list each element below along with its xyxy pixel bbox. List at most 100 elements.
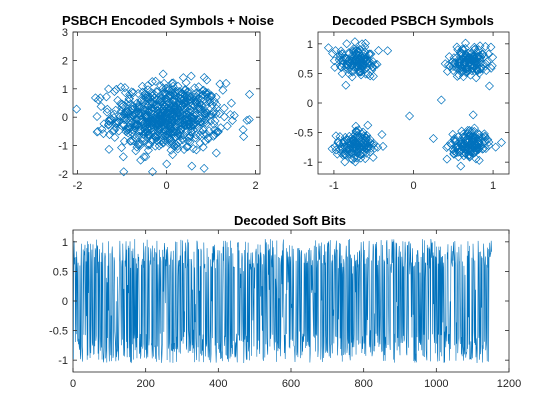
- x-tick-label: 600: [282, 378, 300, 390]
- scatter-point: [159, 106, 169, 116]
- scatter-point: [213, 127, 223, 137]
- x-tick-label: 0: [163, 180, 169, 192]
- scatter-point: [149, 89, 159, 99]
- scatter-point: [133, 88, 143, 98]
- scatter-point: [158, 83, 168, 93]
- scatter-point: [351, 143, 361, 153]
- scatter-point: [117, 99, 127, 109]
- scatter-point: [458, 141, 468, 151]
- scatter-point: [239, 132, 249, 142]
- scatter-point: [472, 144, 482, 154]
- scatter-point: [338, 53, 348, 63]
- scatter-point: [436, 95, 446, 105]
- scatter-point: [101, 92, 111, 102]
- scatter-point: [341, 80, 351, 90]
- scatter-point: [104, 144, 114, 154]
- scatter-point: [461, 38, 471, 48]
- scatter-point: [478, 144, 488, 154]
- scatter-point: [480, 41, 490, 51]
- scatter-point: [448, 61, 458, 71]
- scatter-point: [349, 59, 359, 69]
- scatter-point: [340, 157, 350, 167]
- scatter-point: [198, 125, 208, 135]
- scatter-point: [348, 46, 358, 56]
- scatter-point: [191, 133, 201, 143]
- scatter-point: [467, 66, 477, 76]
- scatter-point: [187, 127, 197, 137]
- scatter-point: [137, 81, 147, 91]
- scatter-point: [468, 134, 478, 143]
- scatter-point: [108, 126, 118, 136]
- x-tick-label: -2: [73, 180, 83, 192]
- scatter-point: [359, 65, 369, 75]
- scatter-point: [469, 123, 479, 133]
- scatter-point: [222, 121, 232, 131]
- scatter-point: [198, 129, 208, 139]
- scatter-point: [323, 43, 333, 53]
- plot-title: PSBCH Encoded Symbols + Noise: [62, 13, 274, 28]
- scatter-points: [72, 69, 254, 177]
- scatter-point: [166, 145, 176, 155]
- scatter-point: [143, 145, 153, 155]
- y-tick-label: 0: [62, 112, 68, 124]
- y-tick-label: 1: [62, 84, 68, 96]
- scatter-point: [134, 131, 144, 141]
- scatter-point: [449, 135, 459, 145]
- scatter-point: [191, 97, 201, 107]
- scatter-point: [167, 87, 177, 97]
- scatter-point: [209, 119, 219, 129]
- scatter-point: [469, 42, 479, 52]
- scatter-point: [196, 94, 206, 104]
- scatter-point: [488, 52, 498, 62]
- x-tick-label: 1200: [497, 378, 521, 390]
- scatter-point: [454, 147, 464, 157]
- scatter-point: [350, 37, 360, 47]
- scatter-point: [165, 128, 175, 138]
- x-tick-label: 0: [410, 180, 416, 192]
- scatter-point: [131, 114, 141, 124]
- scatter-point: [128, 104, 138, 114]
- scatter-point: [348, 131, 358, 141]
- scatter-point: [458, 49, 468, 59]
- y-tick-label: -0.5: [49, 326, 68, 338]
- scatter-points: [323, 37, 506, 171]
- scatter-point: [360, 38, 370, 48]
- scatter-point: [130, 109, 140, 119]
- scatter-point: [143, 140, 153, 150]
- scatter-point: [131, 146, 141, 156]
- scatter-point: [96, 102, 106, 111]
- scatter-point: [158, 89, 168, 99]
- scatter-point: [245, 89, 254, 99]
- scatter-point: [123, 128, 133, 138]
- scatter-point: [347, 146, 357, 156]
- scatter-point: [184, 133, 194, 143]
- scatter-point: [378, 141, 388, 151]
- scatter-point: [219, 103, 229, 113]
- scatter-point: [201, 87, 211, 97]
- scatter-point: [344, 48, 354, 58]
- scatter-point: [118, 111, 128, 121]
- scatter-point: [368, 71, 378, 81]
- scatter-point: [444, 52, 454, 62]
- scatter-point: [147, 77, 157, 87]
- scatter-point: [148, 167, 157, 177]
- scatter-point: [198, 142, 208, 152]
- scatter-point: [202, 75, 212, 85]
- scatter-point: [154, 124, 164, 134]
- scatter-point: [482, 57, 492, 67]
- scatter-point: [104, 84, 114, 94]
- scatter-point: [174, 137, 184, 147]
- scatter-point: [211, 103, 221, 113]
- scatter-point: [124, 94, 134, 104]
- scatter-point: [347, 154, 357, 164]
- scatter-point: [468, 110, 478, 120]
- scatter-point: [474, 155, 484, 165]
- scatter-point: [449, 53, 459, 63]
- scatter-point: [202, 108, 212, 118]
- scatter-point: [188, 114, 198, 124]
- scatter-point: [72, 104, 82, 114]
- scatter-point: [440, 59, 450, 69]
- scatter-point: [95, 93, 105, 103]
- scatter-point: [184, 87, 193, 97]
- scatter-point: [116, 82, 126, 92]
